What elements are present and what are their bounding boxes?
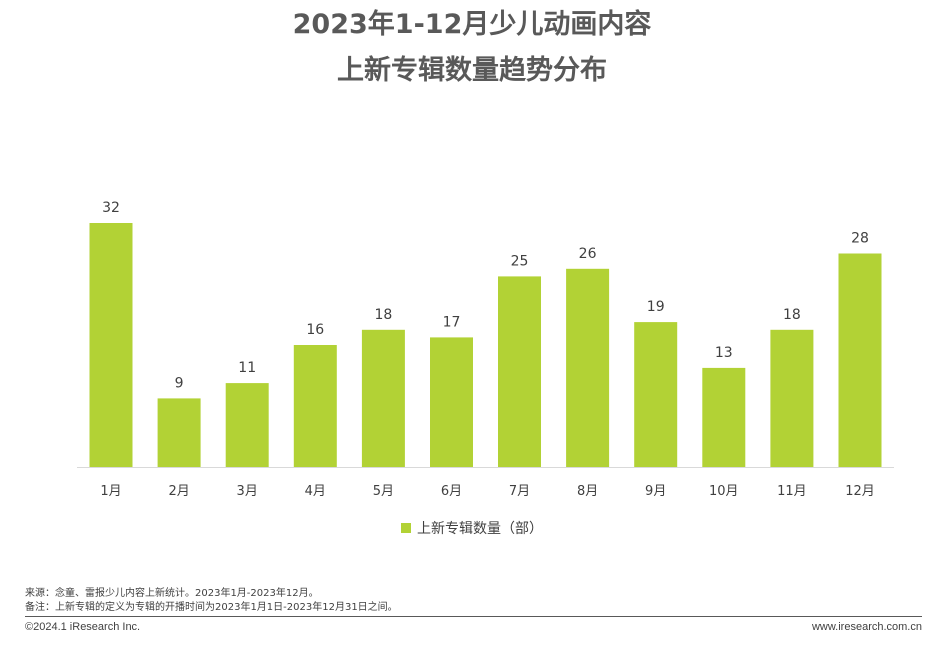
x-tick-label: 5月 <box>373 484 394 499</box>
bar-6月 <box>430 337 473 467</box>
remark-note: 备注：上新专辑的定义为专辑的开播时间为2023年1月1日-2023年12月31日… <box>25 602 398 613</box>
data-label-5月: 18 <box>374 307 392 323</box>
data-label-6月: 17 <box>443 314 461 330</box>
source-note: 来源：念童、雷报少儿内容上新统计。2023年1月-2023年12月。 <box>25 588 319 599</box>
x-tick-label: 6月 <box>441 484 462 499</box>
legend-label: 上新专辑数量（部） <box>417 521 543 537</box>
footer-divider <box>25 616 922 617</box>
x-tick-label: 2月 <box>168 484 189 499</box>
chart-title-line1: 2023年1-12月少儿动画内容 <box>292 9 652 40</box>
copyright-text: ©2024.1 iResearch Inc. <box>25 621 141 633</box>
legend-swatch <box>401 523 411 533</box>
data-label-4月: 16 <box>306 322 324 338</box>
bar-11月 <box>770 329 814 468</box>
data-label-1月: 32 <box>102 200 120 216</box>
bar-10月 <box>702 367 746 467</box>
chart-legend: 上新专辑数量（部） <box>0 518 944 538</box>
bar-12月 <box>838 253 882 467</box>
website-link[interactable]: www.iresearch.com.cn <box>811 621 922 633</box>
bar-5月 <box>361 329 405 468</box>
x-tick-label: 12月 <box>845 484 875 499</box>
x-tick-label: 11月 <box>777 484 807 499</box>
data-label-3月: 11 <box>238 360 256 376</box>
data-label-9月: 19 <box>647 299 665 315</box>
data-label-10月: 13 <box>715 345 733 361</box>
x-tick-label: 10月 <box>709 484 739 499</box>
x-tick-label: 7月 <box>509 484 530 499</box>
bar-4月 <box>293 345 337 467</box>
chart-title-line2: 上新专辑数量趋势分布 <box>337 55 607 86</box>
data-label-2月: 9 <box>175 375 184 391</box>
data-label-7月: 25 <box>511 253 529 269</box>
x-tick-label: 1月 <box>100 484 121 499</box>
x-tick-label: 4月 <box>305 484 326 499</box>
x-tick-label: 8月 <box>577 484 598 499</box>
bar-9月 <box>634 322 678 467</box>
data-label-8月: 26 <box>579 246 597 262</box>
bar-chart: 32 9 11 16 18 17 25 26 19 13 18 28 1月 2月 3月 4月 5月 6月 7月 8月… <box>77 200 894 499</box>
x-tick-label: 9月 <box>645 484 666 499</box>
bar-7月 <box>498 276 541 467</box>
x-tick-label: 3月 <box>237 484 258 499</box>
data-label-11月: 18 <box>783 307 801 323</box>
bar-3月 <box>225 383 269 467</box>
bar-1月 <box>89 223 133 467</box>
bar-8月 <box>566 268 610 468</box>
bar-2月 <box>157 398 201 467</box>
data-label-12月: 28 <box>851 231 869 247</box>
